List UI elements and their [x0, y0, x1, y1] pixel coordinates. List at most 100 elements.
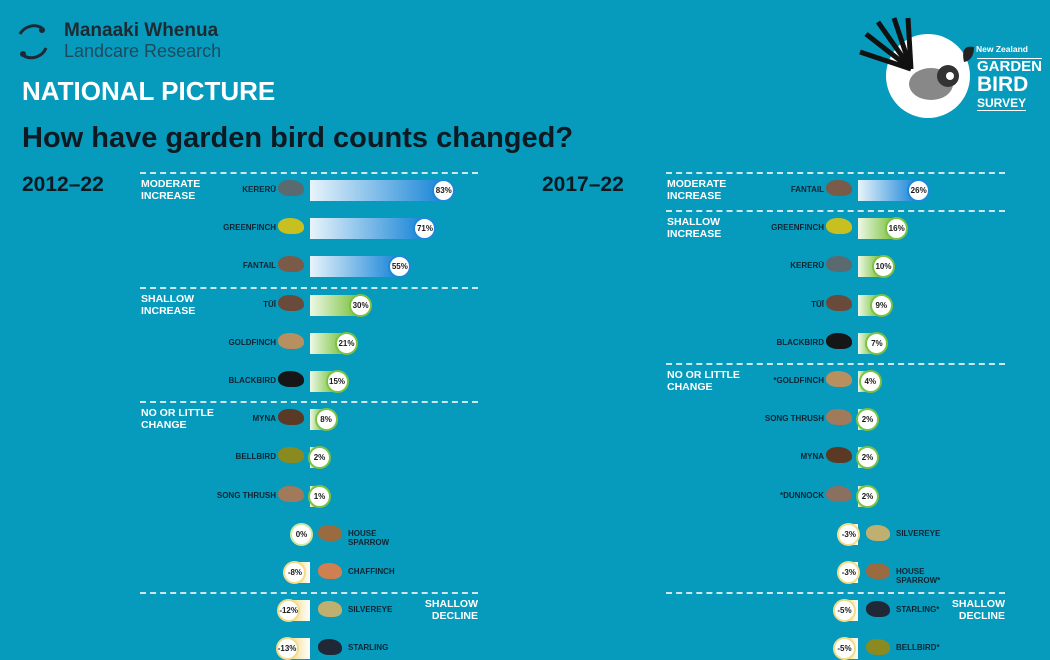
bird-icon — [826, 447, 852, 464]
value-label: 30% — [349, 293, 373, 317]
category-label: MODERATE INCREASE — [141, 178, 201, 202]
category-label: SHALLOW DECLINE — [951, 598, 1005, 623]
bird-label: MYNA — [252, 414, 276, 424]
bird-label: BELLBIRD — [235, 452, 276, 462]
bird-icon — [278, 218, 304, 235]
value-label: 21% — [334, 331, 358, 355]
bird-icon — [826, 371, 852, 387]
section-heading: NATIONAL PICTURE — [22, 76, 276, 106]
bird-icon — [278, 294, 304, 311]
bird-label: TŪĪ — [811, 299, 824, 309]
bird-icon — [318, 601, 342, 618]
value-label: 1% — [308, 484, 331, 508]
bird-label: SONG THRUSH — [216, 490, 276, 500]
value-label: 26% — [907, 179, 931, 202]
bird-icon — [826, 294, 852, 311]
bird-icon — [866, 601, 890, 618]
bar — [858, 180, 916, 201]
bird-label: HOUSE SPARROW — [348, 528, 390, 547]
bird-icon — [318, 563, 342, 579]
value-label: -5% — [833, 599, 856, 623]
category-divider — [140, 592, 478, 595]
bird-icon — [866, 563, 890, 579]
bird-icon — [866, 639, 890, 656]
bird-label: GREENFINCH — [223, 223, 276, 233]
value-label: 4% — [858, 370, 882, 393]
bird-label: *GOLDFINCH — [773, 376, 824, 385]
period-label-2017-22: 2017–22 — [542, 173, 624, 196]
bird-icon — [278, 180, 304, 196]
bird-label: FANTAIL — [242, 261, 276, 271]
bird-icon — [318, 524, 342, 541]
category-label: SHALLOW INCREASE — [667, 216, 722, 241]
value-label: 71% — [413, 217, 437, 241]
bird-icon — [278, 332, 304, 349]
bird-icon — [318, 639, 342, 656]
value-label: 16% — [885, 217, 909, 241]
value-label: 55% — [388, 255, 412, 279]
bird-label: TŪĪ — [263, 299, 276, 309]
category-divider — [666, 210, 1005, 213]
landcare-logo-icon — [18, 24, 48, 60]
value-label: -13% — [275, 637, 299, 660]
value-label: 7% — [865, 331, 889, 355]
value-label: 15% — [325, 370, 349, 393]
bird-label: CHAFFINCH — [348, 567, 395, 576]
bar — [310, 180, 441, 201]
bird-icon — [278, 409, 304, 426]
value-label: -12% — [277, 599, 301, 623]
bird-label: BLACKBIRD — [228, 376, 276, 385]
bird-label: *DUNNOCK — [780, 490, 824, 500]
bird-label: BELLBIRD* — [896, 643, 940, 653]
bird-label: KERERŪ — [242, 185, 276, 194]
category-divider — [666, 363, 1005, 365]
category-label: SHALLOW INCREASE — [141, 292, 196, 317]
org-name: Manaaki Whenua — [64, 20, 219, 41]
category-divider — [140, 401, 478, 404]
value-label: 0% — [290, 522, 313, 546]
bird-label: BLACKBIRD — [776, 337, 824, 347]
bar — [310, 218, 422, 240]
category-divider — [666, 592, 1005, 595]
bird-label: STARLING* — [896, 605, 940, 615]
value-label: 83% — [432, 179, 456, 202]
category-divider — [666, 172, 1005, 174]
bird-label: GOLDFINCH — [228, 337, 276, 347]
bird-icon — [826, 218, 852, 235]
logo-garden: GARDEN — [977, 58, 1043, 75]
value-label: 2% — [856, 484, 879, 508]
value-label: 2% — [308, 446, 331, 470]
logo-bird: BIRD — [977, 73, 1029, 96]
org-subname: Landcare Research — [64, 41, 222, 61]
category-label: SHALLOW DECLINE — [424, 598, 478, 623]
fantail-logo-icon — [859, 17, 974, 118]
period-label-2012-22: 2012–22 — [22, 173, 104, 196]
category-divider — [140, 286, 478, 289]
bird-label: MYNA — [800, 452, 824, 462]
bird-label: KERERŪ — [790, 261, 824, 271]
category-label: NO OR LITTLE CHANGE — [141, 407, 214, 432]
bird-label: HOUSE SPARROW* — [896, 567, 941, 585]
value-label: -3% — [837, 522, 861, 546]
bar — [858, 218, 894, 240]
bird-icon — [278, 371, 304, 387]
category-label: MODERATE INCREASE — [667, 178, 727, 202]
value-label: -3% — [837, 561, 861, 584]
value-label: 10% — [872, 255, 895, 279]
value-label: 9% — [869, 293, 893, 317]
bird-label: SONG THRUSH — [764, 414, 824, 424]
bar — [310, 332, 343, 354]
value-label: 2% — [856, 446, 879, 470]
garden-bird-survey-logo: New Zealand GARDEN BIRD SURVEY — [856, 14, 1043, 129]
bar — [310, 256, 397, 278]
bird-icon — [826, 180, 852, 196]
category-divider — [140, 172, 478, 174]
bird-label: GREENFINCH — [771, 223, 824, 233]
category-label: NO OR LITTLE CHANGE — [667, 369, 740, 393]
bird-label: FANTAIL — [790, 185, 824, 194]
logo-survey: SURVEY — [977, 96, 1027, 111]
bird-icon — [278, 256, 304, 273]
bird-icon — [826, 485, 852, 502]
bird-icon — [278, 485, 304, 502]
